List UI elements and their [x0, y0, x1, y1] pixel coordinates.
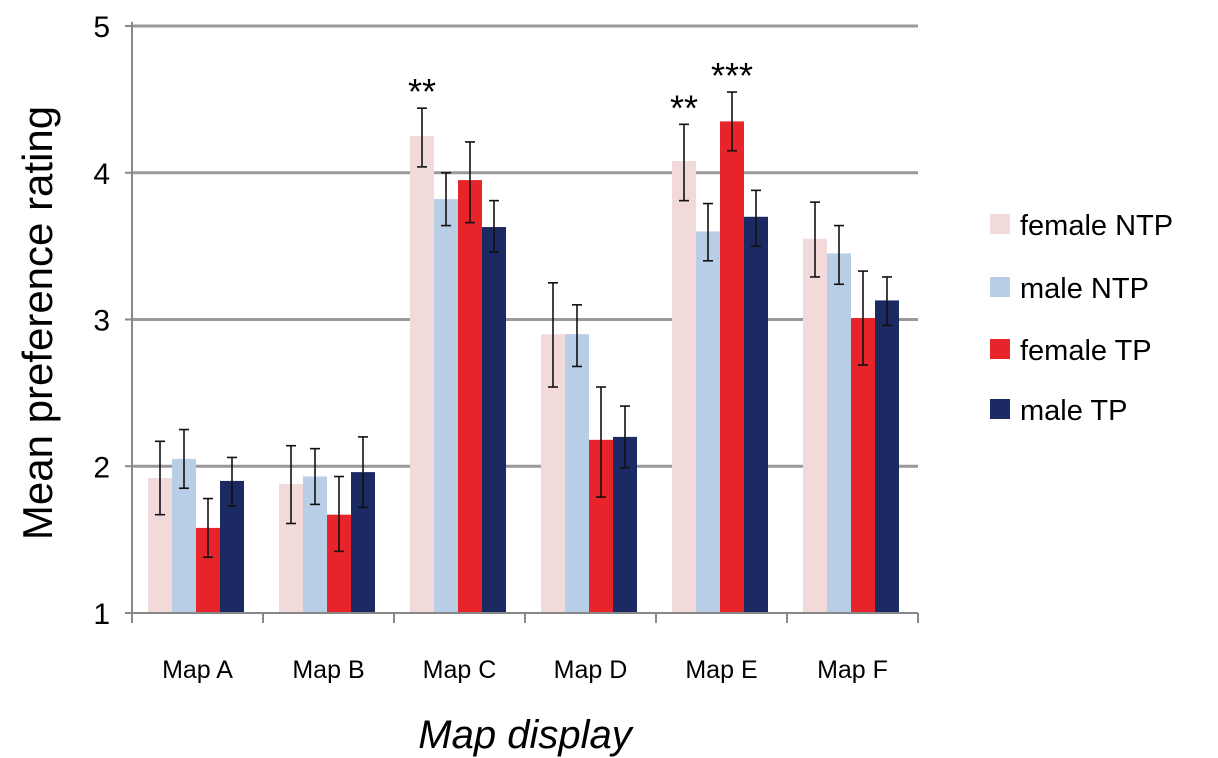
legend: female NTP male NTP female TP male TP [990, 210, 1173, 427]
legend-swatch [990, 214, 1010, 234]
bar [803, 238, 827, 613]
bar [696, 231, 720, 613]
category-label: Map C [423, 656, 497, 684]
legend-label: male TP [1020, 395, 1127, 427]
category-label: Map D [554, 656, 628, 684]
bar [458, 180, 482, 613]
bar [672, 161, 696, 613]
category-label: Map A [162, 656, 233, 684]
bar [565, 334, 589, 613]
y-tick-label: 3 [93, 305, 110, 338]
y-tick-label: 5 [93, 11, 110, 44]
legend-label: female TP [1020, 335, 1152, 367]
y-axis-ticks: 1 2 3 4 5 [93, 11, 133, 631]
y-tick-label: 1 [93, 598, 110, 631]
grid-lines [132, 24, 918, 468]
significance-stars: *** [711, 55, 753, 96]
legend-swatch [990, 399, 1010, 419]
bar [851, 318, 875, 613]
bar [434, 199, 458, 614]
category-label: Map F [817, 656, 888, 684]
bar [875, 300, 899, 613]
legend-swatch [990, 339, 1010, 359]
bar [744, 216, 768, 613]
category-labels: Map A Map B Map C Map D Map E Map F [162, 656, 888, 684]
category-label: Map E [685, 656, 757, 684]
bar [720, 121, 744, 613]
category-label: Map B [292, 656, 364, 684]
x-axis-title: Map display [418, 713, 634, 757]
y-tick-label: 2 [93, 451, 110, 484]
bars [148, 121, 899, 614]
legend-swatch [990, 277, 1010, 297]
significance-annotations: ** ***** [408, 55, 753, 128]
bar [410, 136, 434, 613]
significance-stars: ** [408, 71, 436, 112]
x-axis [131, 612, 919, 623]
significance-stars: ** [670, 87, 698, 128]
error-bars [155, 91, 892, 559]
bar [482, 227, 506, 614]
legend-label: female NTP [1020, 210, 1173, 242]
bar [827, 253, 851, 613]
y-tick-label: 4 [93, 158, 110, 191]
legend-label: male NTP [1020, 273, 1149, 305]
y-axis-title: Mean preference rating [14, 106, 61, 540]
